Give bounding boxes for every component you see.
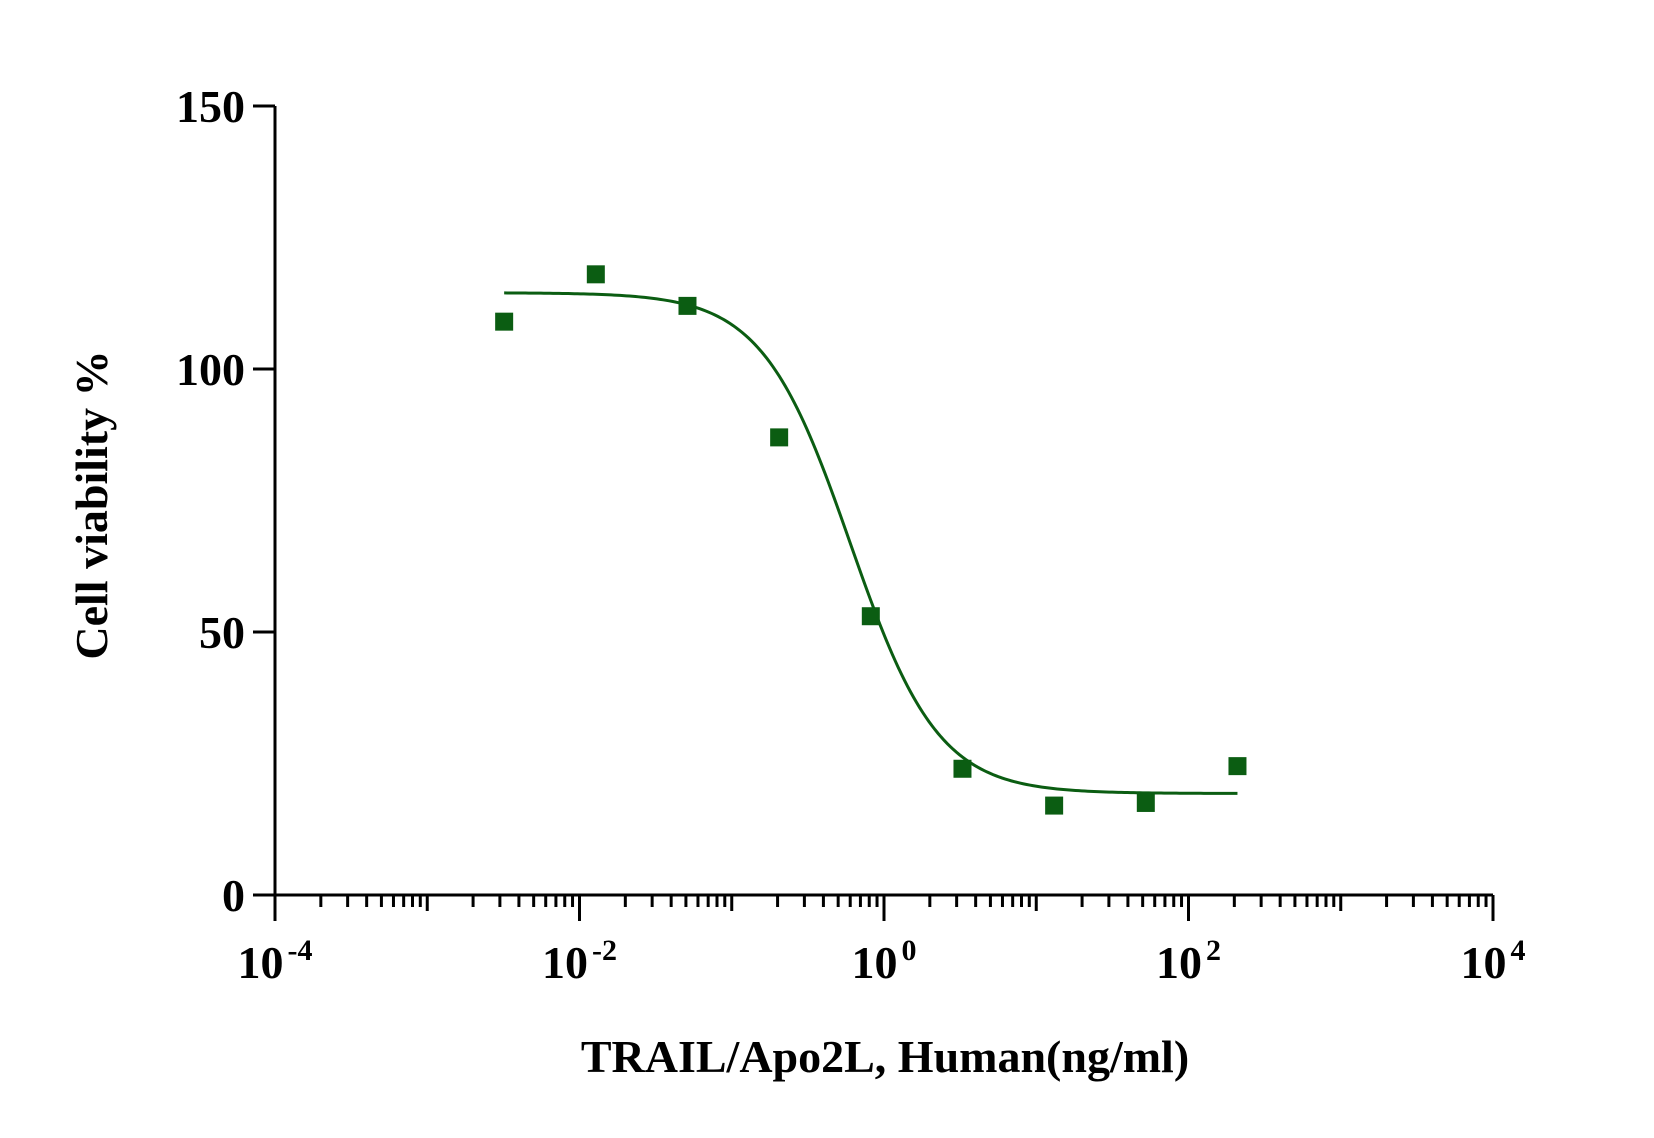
y-tick-label: 100 xyxy=(176,344,245,395)
data-point xyxy=(586,265,605,284)
x-tick-label-exponent: 4 xyxy=(1511,934,1526,967)
data-point xyxy=(953,759,972,778)
x-tick-label-base: 10 xyxy=(852,937,898,988)
data-point xyxy=(1136,793,1155,812)
x-tick-label-exponent: 0 xyxy=(902,934,917,967)
x-tick-label-exponent: -4 xyxy=(288,934,313,967)
x-tick-label: 10 -4 xyxy=(238,934,313,988)
y-tick-label: 50 xyxy=(199,607,245,658)
x-tick-label: 10 2 xyxy=(1156,934,1221,988)
data-point xyxy=(495,312,514,331)
x-tick-labels: 10 -4 10 -2 10 0 10 2 10 4 xyxy=(238,934,1526,988)
data-point xyxy=(770,428,789,447)
data-point xyxy=(1045,796,1064,815)
data-point xyxy=(861,607,880,626)
y-tick-label: 150 xyxy=(176,81,245,132)
fit-curve xyxy=(504,291,1238,795)
x-tick-label-exponent: 2 xyxy=(1206,934,1221,967)
x-tick-label: 10 4 xyxy=(1461,934,1526,988)
x-axis-title: TRAIL/Apo2L, Human(ng/ml) xyxy=(581,1031,1189,1082)
x-tick-label: 10 0 xyxy=(852,934,917,988)
x-tick-label-base: 10 xyxy=(238,937,284,988)
x-tick-label-base: 10 xyxy=(1156,937,1202,988)
y-axis-title: Cell viability % xyxy=(66,350,117,659)
x-ticks xyxy=(273,895,1495,921)
x-tick-label-exponent: -2 xyxy=(592,934,617,967)
x-tick-label-base: 10 xyxy=(1461,937,1507,988)
y-tick-label: 0 xyxy=(222,870,245,921)
x-tick-label: 10 -2 xyxy=(542,934,617,988)
data-point xyxy=(1228,757,1247,776)
x-tick-label-base: 10 xyxy=(542,937,588,988)
y-ticks: 0 50 100 150 xyxy=(176,81,275,921)
data-point xyxy=(678,296,697,315)
data-points xyxy=(495,265,1247,815)
axes xyxy=(273,106,1493,897)
